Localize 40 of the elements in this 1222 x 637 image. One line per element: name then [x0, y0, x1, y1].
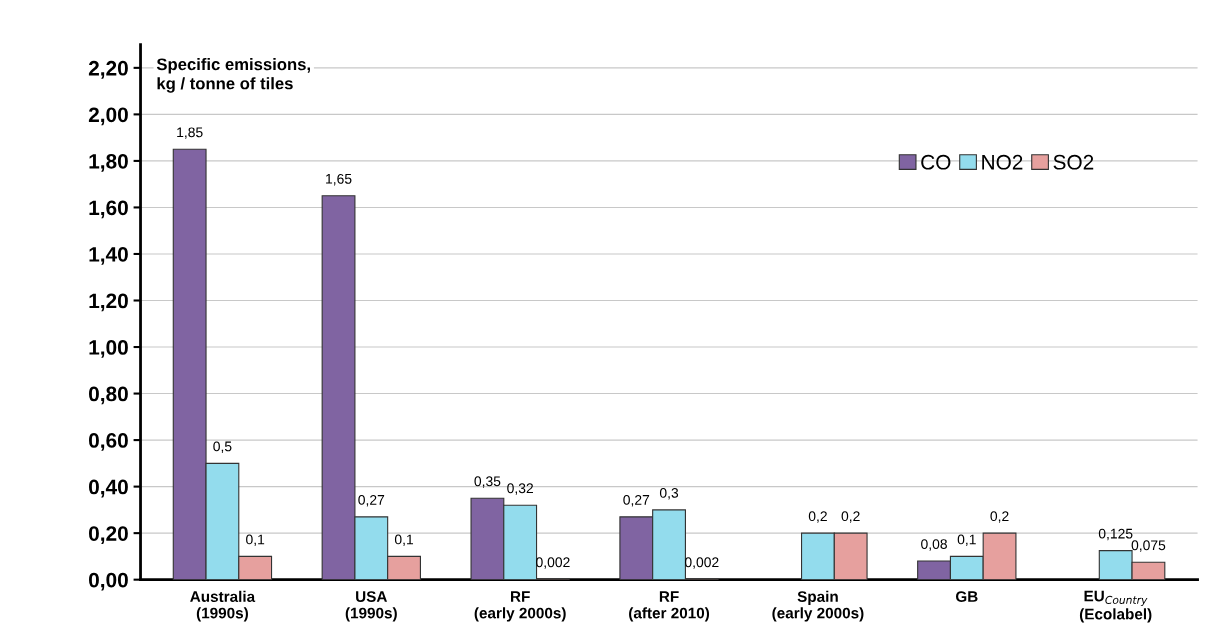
data-label: 0,08 — [921, 539, 947, 551]
x-tick-label: GB — [955, 591, 978, 602]
x-tick-label: USA (1990s) — [345, 591, 397, 622]
data-label: 0,1 — [394, 534, 414, 546]
data-label: 0,075 — [1131, 540, 1166, 552]
data-label: 1,85 — [177, 127, 203, 139]
data-label: 0,27 — [623, 494, 650, 507]
y-tick-label: 2,00 — [88, 107, 128, 126]
legend-label: SO2 — [1053, 154, 1094, 170]
y-tick-label: 0,80 — [89, 386, 128, 405]
data-label: 0,1 — [957, 534, 976, 546]
y-tick-label: 0,00 — [89, 572, 128, 591]
data-label: 0,1 — [246, 534, 265, 546]
data-label: 0,2 — [990, 511, 1009, 523]
data-label: 0,32 — [507, 483, 533, 495]
y-tick-label: 0,40 — [89, 479, 128, 498]
y-tick-label: 0,20 — [89, 526, 128, 544]
x-tick-label: RF (after 2010) — [629, 591, 710, 622]
data-label: 1,65 — [326, 173, 352, 186]
data-label: 0,5 — [213, 441, 232, 453]
y-tick-label: 2,20 — [88, 60, 128, 79]
x-tick-label: RF (early 2000s) — [474, 591, 566, 622]
y-tick-label: 1,20 — [89, 293, 128, 312]
y-tick-label: 1,60 — [89, 200, 128, 219]
data-label: 0,35 — [474, 476, 501, 488]
y-tick-label: 1,40 — [89, 246, 128, 265]
data-label: 0,3 — [659, 487, 679, 500]
data-label: 0,2 — [808, 511, 827, 523]
y-tick-label: 1,80 — [89, 153, 128, 172]
y-axis-title: Specific emissions, kg / tonne of tiles — [156, 57, 310, 93]
y-tick-label: 1,00 — [89, 340, 128, 358]
data-label: 0,125 — [1098, 528, 1133, 541]
legend-label: NO2 — [982, 154, 1023, 170]
legend-label: CO — [921, 154, 951, 170]
data-label: 0,27 — [358, 494, 385, 507]
x-tick-label: Spain (early 2000s) — [772, 590, 864, 622]
x-tick-label: EU$_{Country}$ (Ecolabel) — [1079, 590, 1152, 623]
x-tick-label: Australia (1990s) — [190, 590, 256, 622]
y-tick-label: 0,60 — [89, 433, 128, 451]
data-label: 0,2 — [841, 511, 860, 523]
